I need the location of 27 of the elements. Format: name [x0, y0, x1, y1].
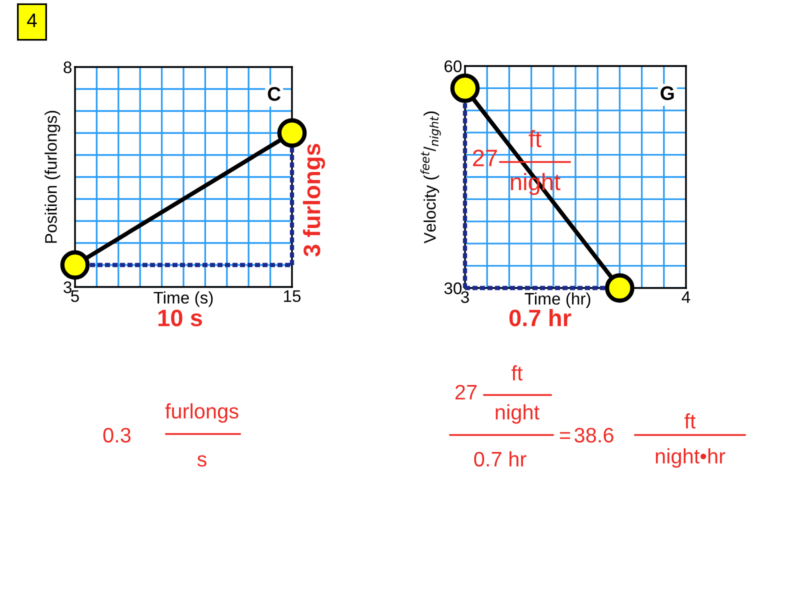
text: 0.7 hr	[509, 308, 572, 326]
text: furlongs	[165, 403, 238, 423]
y-tick-label: 60	[444, 60, 462, 72]
x-tick-label: 5	[71, 290, 79, 302]
text: night•hr	[656, 448, 726, 468]
text: s	[197, 455, 206, 467]
text: 3 furlongs	[302, 144, 326, 257]
x-axis-title: Time (hr)	[524, 292, 590, 308]
y-axis-title: Velocity ($^{feet}$/$_{night}$)	[420, 112, 441, 244]
text: 27	[455, 384, 477, 400]
text: ft	[512, 365, 523, 381]
y-tick-label: 8	[64, 61, 72, 74]
x-tick-label: 15	[284, 290, 301, 302]
text: ft	[684, 413, 696, 429]
x-tick-label: 4	[682, 291, 690, 303]
chart-title: 4	[27, 14, 37, 28]
y-axis-title: Position (furlongs)	[44, 110, 60, 243]
text: 0.7 hr	[474, 451, 526, 467]
y-tick-label: 30	[444, 282, 462, 294]
annotation: G	[660, 86, 674, 100]
text: =	[560, 432, 570, 439]
text: 0.3	[103, 428, 131, 443]
text: night	[496, 404, 540, 424]
text: 10 s	[158, 310, 202, 326]
x-axis-title: Time (s)	[154, 291, 213, 307]
text: 38.6	[574, 428, 614, 443]
annotation: C	[268, 87, 281, 101]
